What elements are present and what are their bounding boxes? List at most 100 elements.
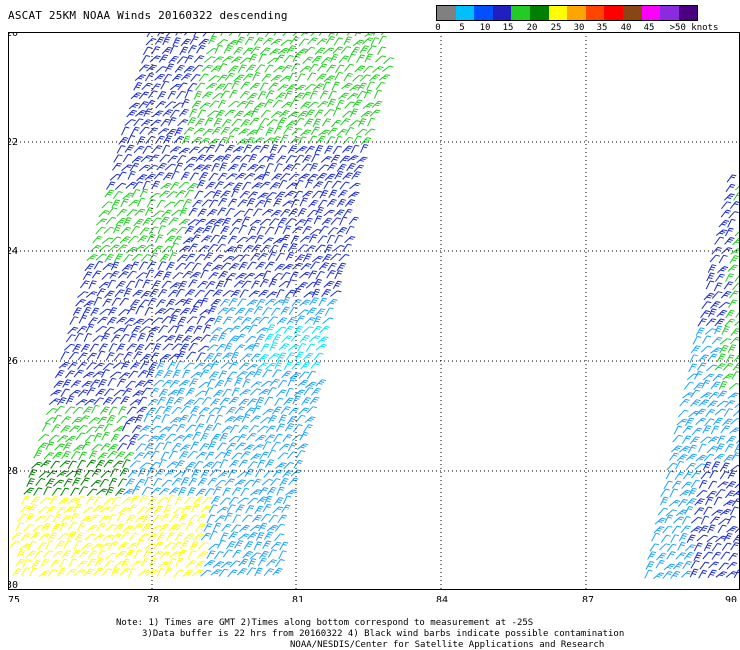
wind-barb — [280, 306, 290, 315]
wind-barb — [229, 127, 240, 135]
wind-barb — [302, 154, 312, 163]
wind-barb — [710, 301, 721, 309]
wind-barb — [216, 506, 229, 514]
wind-barb — [162, 36, 171, 46]
wind-barb — [273, 198, 283, 207]
wind-barb — [160, 182, 172, 190]
wind-barb — [283, 361, 293, 371]
wind-barb — [149, 425, 162, 433]
wind-barb — [238, 163, 248, 172]
wind-barb — [273, 497, 284, 506]
wind-barb — [169, 514, 180, 523]
wind-barb — [203, 523, 213, 532]
wind-barb — [318, 32, 323, 36]
wind-barb — [264, 261, 275, 270]
wind-barb — [167, 424, 178, 432]
wind-barb — [169, 551, 182, 558]
wind-barb — [183, 533, 195, 541]
wind-barb — [142, 244, 155, 252]
wind-barb — [131, 253, 143, 261]
wind-barb — [269, 182, 281, 190]
wind-barb — [352, 39, 365, 47]
wind-barb — [123, 351, 133, 361]
wind-barb — [98, 343, 108, 352]
legend-swatch — [604, 6, 623, 20]
wind-barb — [308, 63, 319, 72]
wind-barb — [241, 181, 252, 191]
wind-barb — [335, 99, 345, 109]
wind-barb — [124, 144, 135, 153]
wind-barb — [26, 478, 35, 487]
map-border — [8, 32, 740, 590]
wind-barb — [671, 525, 682, 534]
wind-barb — [173, 136, 185, 144]
wind-barb — [287, 145, 297, 154]
wind-barb — [718, 380, 728, 390]
wind-barb — [169, 380, 180, 388]
lon-label: 75 — [8, 595, 20, 602]
wind-barb — [304, 145, 315, 154]
wind-barb — [198, 245, 210, 253]
wind-barb — [121, 459, 131, 468]
note-line-1: Note: 1) Times are GMT 2)Times along bot… — [116, 618, 534, 628]
wind-barb — [708, 391, 720, 400]
wind-barb — [92, 335, 104, 342]
wind-barb — [727, 515, 736, 525]
wind-barb — [252, 72, 261, 81]
wind-barb — [719, 338, 732, 345]
wind-barb — [188, 514, 199, 523]
wind-barb — [176, 90, 187, 99]
wind-barb — [56, 397, 67, 406]
wind-barb — [259, 218, 271, 226]
wind-barb — [344, 236, 356, 244]
wind-barb — [372, 66, 384, 73]
wind-barb — [70, 380, 82, 388]
wind-barb — [179, 343, 190, 352]
wind-barb — [663, 480, 673, 490]
wind-barb — [317, 63, 328, 72]
wind-barb — [321, 217, 333, 226]
wind-barb — [298, 407, 310, 415]
wind-barb — [127, 235, 139, 244]
wind-barb — [280, 406, 291, 415]
wind-barb — [330, 154, 341, 163]
wind-barb — [153, 171, 165, 180]
wind-barb — [208, 407, 220, 415]
wind-barb — [269, 48, 281, 56]
wind-barb — [322, 81, 331, 91]
wind-barb — [303, 387, 314, 396]
wind-barb — [250, 280, 260, 289]
wind-barb — [336, 198, 347, 208]
wind-barb — [180, 171, 190, 181]
wind-barb — [328, 90, 337, 100]
wind-barb — [285, 84, 297, 92]
wind-barb — [276, 486, 285, 496]
wind-barb — [38, 533, 50, 541]
wind-barb — [141, 523, 152, 532]
wind-barb — [711, 551, 722, 560]
wind-barb — [255, 298, 266, 308]
wind-barb — [285, 387, 294, 397]
wind-barb — [366, 81, 375, 91]
wind-barb — [326, 64, 336, 73]
wind-barb — [669, 488, 679, 498]
wind-barb — [344, 101, 355, 109]
wind-barb — [95, 388, 106, 397]
wind-barb — [682, 471, 693, 480]
wind-barb — [310, 361, 321, 369]
wind-barb — [111, 496, 122, 505]
wind-barb — [339, 155, 350, 164]
wind-barb — [211, 163, 220, 172]
wind-barb — [232, 182, 243, 191]
wind-barb — [276, 423, 285, 433]
wind-barb — [220, 225, 230, 235]
wind-barb — [244, 468, 255, 477]
wind-barb — [224, 478, 235, 486]
wind-barb — [59, 460, 71, 468]
wind-barb — [121, 164, 133, 172]
wind-barb — [224, 246, 237, 253]
wind-barb — [250, 46, 261, 55]
wind-barb — [332, 280, 342, 290]
wind-barb — [133, 145, 145, 154]
legend-tick: 30 — [573, 23, 585, 33]
